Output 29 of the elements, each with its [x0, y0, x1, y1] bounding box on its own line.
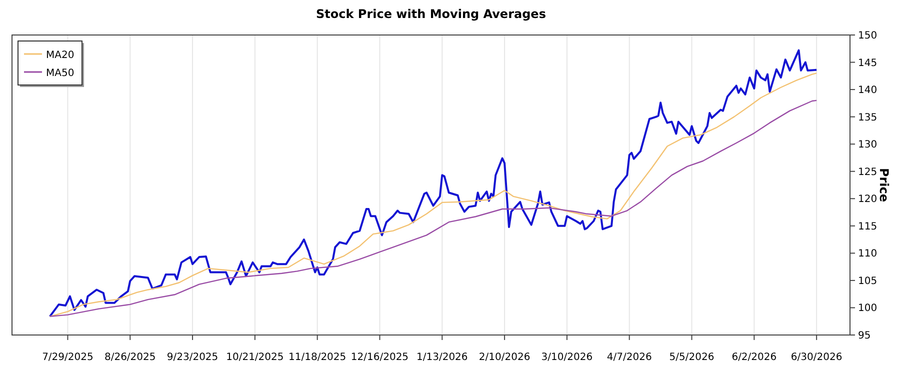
y-tick-label: 100: [858, 303, 878, 314]
legend-label: MA50: [46, 68, 74, 79]
x-tick-label: 1/13/2026: [416, 352, 468, 363]
x-tick-label: 2/10/2026: [478, 352, 530, 363]
y-tick-label: 115: [858, 221, 878, 232]
y-tick-label: 125: [858, 166, 878, 178]
y-tick-label: 105: [858, 276, 878, 287]
x-tick-label: 11/18/2025: [288, 352, 346, 363]
x-tick-label: 12/16/2025: [350, 352, 409, 363]
x-tick-label: 9/23/2025: [166, 352, 218, 363]
x-tick-label: 5/5/2026: [669, 352, 714, 363]
y-tick-label: 135: [858, 112, 878, 124]
y-tick-label: 150: [858, 30, 878, 42]
y-tick-label: 140: [858, 85, 878, 96]
y-tick-label: 145: [858, 58, 878, 69]
y-tick-label: 95: [858, 330, 871, 342]
x-tick-label: 3/10/2026: [541, 352, 593, 363]
y-tick-label: 120: [858, 194, 878, 206]
y-tick-label: 110: [858, 248, 878, 260]
x-tick-label: 6/30/2026: [790, 352, 842, 363]
x-tick-label: 7/29/2025: [42, 352, 94, 363]
y-tick-label: 130: [858, 140, 878, 151]
x-tick-label: 8/26/2025: [104, 352, 156, 363]
x-tick-label: 10/21/2025: [226, 352, 284, 363]
legend-label: MA20: [46, 50, 74, 61]
x-tick-label: 6/2/2026: [732, 352, 777, 363]
x-tick-label: 4/7/2026: [606, 352, 652, 363]
y-axis-title: Price: [877, 168, 891, 202]
chart-title: Stock Price with Moving Averages: [316, 7, 546, 21]
